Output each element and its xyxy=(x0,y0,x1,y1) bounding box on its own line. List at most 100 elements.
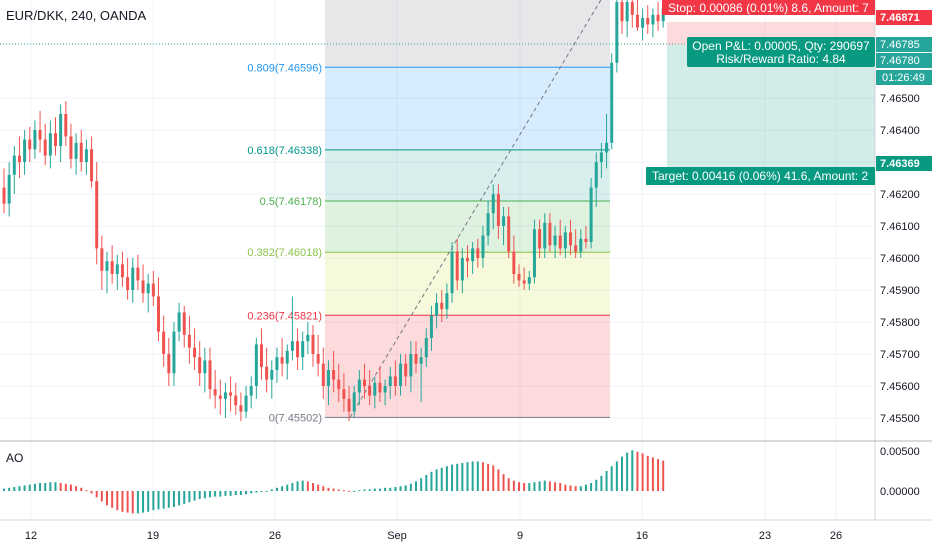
candle xyxy=(548,213,552,252)
fib-zone-1 xyxy=(325,67,610,150)
ao-bar xyxy=(203,491,206,499)
ao-bar xyxy=(229,491,232,496)
ao-bar xyxy=(54,482,57,491)
candle xyxy=(589,178,593,249)
candle xyxy=(378,366,382,402)
ao-bar xyxy=(651,457,654,491)
ao-bar xyxy=(157,491,160,510)
candle xyxy=(383,379,387,406)
ao-bar xyxy=(662,460,665,491)
ao-bar xyxy=(378,488,381,491)
ao-bar xyxy=(301,480,304,491)
ao-bar xyxy=(626,452,629,491)
ao-bar xyxy=(636,451,639,491)
ao-bar xyxy=(559,483,562,491)
ao-bar xyxy=(543,480,546,491)
time-tick-3: Sep xyxy=(387,530,407,542)
ao-label[interactable]: AO xyxy=(6,451,23,465)
candle xyxy=(605,114,609,169)
ao-bar xyxy=(595,479,598,491)
candle xyxy=(213,370,217,409)
ao-bar xyxy=(564,484,567,491)
ao-bar xyxy=(327,487,330,491)
ao-bar xyxy=(265,491,268,492)
price-tick-5: 7.46000 xyxy=(880,253,920,265)
price-tick-7: 7.45800 xyxy=(880,317,920,329)
candle xyxy=(363,363,366,399)
ao-bar xyxy=(234,491,237,495)
time-tick-0: 12 xyxy=(25,530,37,542)
candle xyxy=(553,226,557,258)
ao-bar xyxy=(291,483,294,491)
target-label: Target: 0.00416 (0.06%) 41.6, Amount: 2 xyxy=(652,169,868,183)
ao-bar xyxy=(306,481,309,491)
stop-price-text: 7.46871 xyxy=(880,12,920,24)
candle xyxy=(280,338,284,377)
price-tick-3: 7.46200 xyxy=(880,189,920,201)
candle xyxy=(23,130,27,175)
ao-bar xyxy=(64,483,67,491)
candle xyxy=(399,354,403,396)
last-price-badge xyxy=(876,37,932,52)
time-tick-4: 9 xyxy=(517,530,523,542)
candle xyxy=(424,328,428,367)
candle xyxy=(502,206,506,246)
candle xyxy=(38,110,42,153)
candle xyxy=(404,354,408,386)
symbol-label[interactable]: EUR/DKK, 240, OANDA xyxy=(6,8,146,23)
ao-bar xyxy=(425,475,428,491)
ao-bar xyxy=(270,489,273,491)
ao-bar xyxy=(574,486,577,491)
price-tick-0: 7.46500 xyxy=(880,93,920,105)
candle xyxy=(7,162,11,217)
fibonacci-retracement[interactable]: 1(7.46854)0.809(7.46596)0.618(7.46338)0.… xyxy=(247,0,610,424)
price-axis[interactable]: 7.465007.464007.463007.462007.461007.460… xyxy=(880,93,920,425)
ao-bar xyxy=(224,491,227,496)
candle xyxy=(131,258,135,303)
candle xyxy=(301,331,305,370)
candle xyxy=(290,296,294,361)
ao-bar xyxy=(147,491,150,512)
ao-bar xyxy=(533,482,536,491)
candle xyxy=(48,120,52,169)
candle xyxy=(316,334,320,377)
candle xyxy=(120,251,124,287)
ao-bar xyxy=(435,469,438,491)
candle xyxy=(151,270,155,306)
ao-bar xyxy=(646,455,649,491)
price-badges: 7.46871 7.46785 7.46780 01:26:49 7.46369 xyxy=(876,10,932,171)
candle xyxy=(584,226,588,249)
candles xyxy=(2,0,665,422)
ao-bar xyxy=(476,461,479,491)
fib-label-4: 0.382(7.46018) xyxy=(247,247,322,259)
ao-bar xyxy=(487,463,490,491)
candle xyxy=(332,350,336,393)
countdown-text: 01:26:49 xyxy=(882,72,925,84)
candle xyxy=(311,325,315,367)
ao-bar xyxy=(59,483,62,491)
candle xyxy=(249,376,253,409)
ao-bar xyxy=(600,475,603,491)
candle xyxy=(84,139,88,175)
candle xyxy=(12,146,16,194)
ao-bar xyxy=(502,474,505,491)
ao-bar xyxy=(657,459,660,491)
ao-bar xyxy=(80,487,83,491)
candle xyxy=(414,341,418,374)
candle xyxy=(2,168,6,214)
ao-bar xyxy=(255,491,258,493)
candle xyxy=(543,213,547,258)
candle xyxy=(234,382,238,415)
candle xyxy=(460,248,464,294)
time-tick-2: 26 xyxy=(269,530,281,542)
price-tick-8: 7.45700 xyxy=(880,349,920,361)
ao-bar xyxy=(317,484,320,491)
ao-bar xyxy=(358,490,361,492)
candle xyxy=(491,184,495,230)
time-axis[interactable]: 12 19 26 Sep 9 16 23 26 xyxy=(25,530,842,542)
stop-price-badge xyxy=(876,10,932,25)
ao-bar xyxy=(481,462,484,491)
ao-bar xyxy=(353,491,356,492)
pnl-box xyxy=(687,37,875,67)
